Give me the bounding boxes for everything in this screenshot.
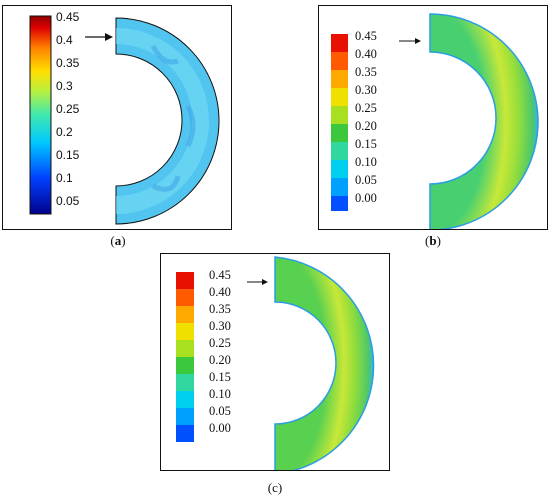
tick-c-7: 0.10: [209, 387, 231, 401]
panel-a-graphics: [29, 15, 220, 225]
panel-b-graphics: [331, 13, 539, 229]
tick-b-7: 0.10: [355, 155, 377, 169]
caption-b: (b): [425, 233, 441, 248]
half-ring-c: [274, 256, 375, 470]
arrow-c-head: [262, 279, 268, 285]
tick-a-4: 0.25: [56, 102, 80, 116]
tick-a-7: 0.1: [56, 171, 73, 185]
colorbar-b: [331, 34, 348, 211]
colorbar-c: [176, 272, 194, 442]
tick-c-3: 0.30: [209, 319, 231, 333]
panel-a: 0.45 0.4 0.35 0.3 0.25 0.2 0.15 0.1 0.05: [2, 5, 232, 230]
tick-c-2: 0.35: [209, 302, 231, 316]
arrow-b-head: [415, 38, 421, 44]
tick-c-8: 0.05: [209, 404, 231, 418]
tick-c-9: 0.00: [209, 421, 231, 435]
tick-c-4: 0.25: [209, 336, 231, 350]
tick-b-0: 0.45: [355, 29, 377, 43]
tick-a-2: 0.35: [56, 56, 80, 70]
tick-c-1: 0.40: [209, 285, 231, 299]
caption-c: (c): [267, 480, 283, 495]
tick-c-5: 0.20: [209, 353, 231, 367]
half-ring-a-highlight: [116, 28, 209, 214]
caption-a: (a): [110, 233, 126, 248]
tick-a-6: 0.15: [56, 148, 80, 162]
half-ring-b: [429, 13, 539, 229]
tick-b-3: 0.30: [355, 83, 377, 97]
tick-b-4: 0.25: [355, 101, 377, 115]
arrow-a-head: [105, 33, 113, 41]
panel-c-graphics: [176, 256, 375, 470]
colorbar-a: [29, 15, 52, 215]
tick-b-6: 0.15: [355, 137, 377, 151]
panel-b: 0.45 0.40 0.35 0.30 0.25 0.20 0.15 0.10 …: [318, 5, 548, 230]
tick-a-1: 0.4: [56, 33, 73, 47]
panel-c: 0.45 0.40 0.35 0.30 0.25 0.20 0.15 0.10 …: [160, 253, 390, 471]
tick-b-8: 0.05: [355, 173, 377, 187]
tick-c-6: 0.15: [209, 370, 231, 384]
half-ring-a-mottle: [150, 44, 196, 192]
tick-b-2: 0.35: [355, 65, 377, 79]
tick-b-9: 0.00: [355, 191, 377, 205]
tick-b-1: 0.40: [355, 47, 377, 61]
tick-b-5: 0.20: [355, 119, 377, 133]
tick-a-8: 0.05: [56, 194, 80, 208]
tick-a-5: 0.2: [56, 125, 73, 139]
tick-a-3: 0.3: [56, 79, 73, 93]
tick-c-0: 0.45: [209, 268, 231, 282]
tick-a-0: 0.45: [56, 10, 80, 24]
